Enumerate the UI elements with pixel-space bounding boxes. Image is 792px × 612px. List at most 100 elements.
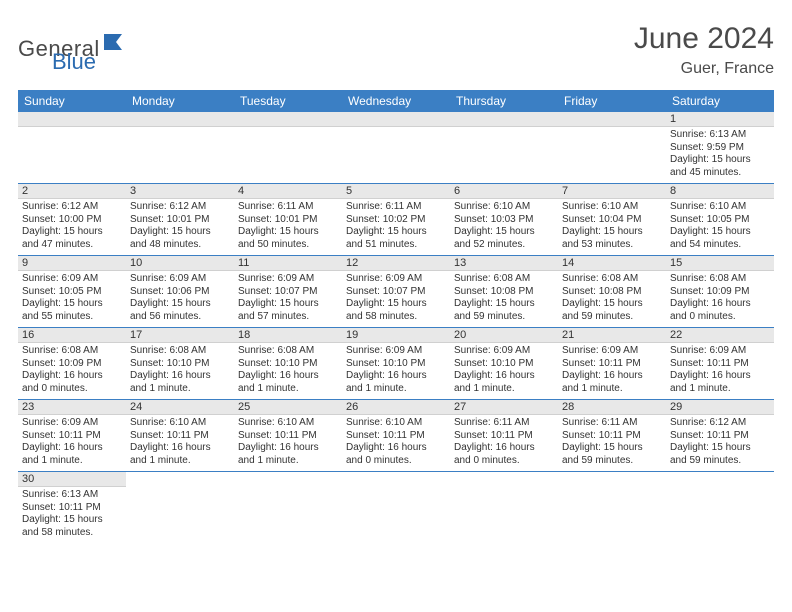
daylight-line: Daylight: 15 hours and 59 minutes. [670,442,770,467]
cell-content: Sunrise: 6:11 AMSunset: 10:11 PMDaylight… [558,415,666,471]
calendar-cell: 26Sunrise: 6:10 AMSunset: 10:11 PMDaylig… [342,400,450,472]
sunrise-line: Sunrise: 6:13 AM [22,489,122,502]
calendar-cell: 17 Sunrise: 6:08 AMSunset: 10:10 PMDaylig… [126,328,234,400]
daynum-bar: 19 [342,328,450,343]
daylight-line: Daylight: 15 hours and 58 minutes. [346,298,446,323]
title-block: June 2024 Guer, France [634,22,774,78]
sunset-line: Sunset: 10:09 PM [670,286,770,299]
sunrise-line: Sunrise: 6:08 AM [238,345,338,358]
day-header: Thursday [450,90,558,112]
daynum-bar: 13 [450,256,558,271]
cell-content: Sunrise: 6:09 AMSunset: 10:07 PMDaylight… [234,271,342,327]
daylight-line: Daylight: 16 hours and 1 minute. [130,370,230,395]
calendar-cell: 11Sunrise: 6:09 AMSunset: 10:07 PMDaylig… [234,256,342,328]
calendar-cell-empty [126,112,234,184]
calendar-cell: 18Sunrise: 6:08 AMSunset: 10:10 PMDaylig… [234,328,342,400]
calendar-cell: 7Sunrise: 6:10 AMSunset: 10:04 PMDayligh… [558,184,666,256]
day-header: Sunday [18,90,126,112]
daylight-line: Daylight: 16 hours and 1 minute. [238,442,338,467]
cell-content: Sunrise: 6:10 AMSunset: 10:05 PMDaylight… [666,199,774,255]
sunrise-line: Sunrise: 6:12 AM [670,417,770,430]
sunset-line: Sunset: 10:07 PM [238,286,338,299]
daynum-bar-empty [342,112,450,127]
sunrise-line: Sunrise: 6:09 AM [238,273,338,286]
brand-blue-line: Blue [52,49,96,75]
cell-content: Sunrise: 6:08 AMSunset: 10:09 PMDaylight… [666,271,774,327]
calendar-cell: 15Sunrise: 6:08 AMSunset: 10:09 PMDaylig… [666,256,774,328]
day-header: Saturday [666,90,774,112]
calendar-cell-empty [234,472,342,544]
calendar-cell: 21Sunrise: 6:09 AMSunset: 10:11 PMDaylig… [558,328,666,400]
calendar-cell: 10Sunrise: 6:09 AMSunset: 10:06 PMDaylig… [126,256,234,328]
calendar-cell: 9Sunrise: 6:09 AMSunset: 10:05 PMDayligh… [18,256,126,328]
calendar-cell: 2Sunrise: 6:12 AMSunset: 10:00 PMDayligh… [18,184,126,256]
sunrise-line: Sunrise: 6:09 AM [346,273,446,286]
daynum-bar: 24 [126,400,234,415]
sunrise-line: Sunrise: 6:11 AM [454,417,554,430]
cell-content: Sunrise: 6:11 AMSunset: 10:11 PMDaylight… [450,415,558,471]
cell-content: Sunrise: 6:10 AMSunset: 10:11 PMDaylight… [234,415,342,471]
daynum-bar-empty [234,112,342,127]
daynum-bar: 3 [126,184,234,199]
sunset-line: Sunset: 10:01 PM [130,214,230,227]
page-header: General June 2024 Guer, France [18,22,774,78]
daynum-bar: 12 [342,256,450,271]
daynum-bar-empty [18,112,126,127]
daylight-line: Daylight: 16 hours and 0 minutes. [670,298,770,323]
sunrise-line: Sunrise: 6:08 AM [670,273,770,286]
daynum-bar: 23 [18,400,126,415]
day-header: Friday [558,90,666,112]
sunset-line: Sunset: 10:10 PM [454,358,554,371]
daynum-bar: 16 [18,328,126,343]
calendar-table: SundayMondayTuesdayWednesdayThursdayFrid… [18,90,774,543]
daylight-line: Daylight: 15 hours and 48 minutes. [130,226,230,251]
cell-content: Sunrise: 6:13 AMSunset: 9:59 PMDaylight:… [666,127,774,183]
sunset-line: Sunset: 10:10 PM [346,358,446,371]
daylight-line: Daylight: 16 hours and 1 minute. [238,370,338,395]
sunrise-line: Sunrise: 6:09 AM [130,273,230,286]
cell-content: Sunrise: 6:12 AMSunset: 10:11 PMDaylight… [666,415,774,471]
calendar-cell-empty [450,112,558,184]
sunset-line: Sunset: 10:00 PM [22,214,122,227]
calendar-cell: 14Sunrise: 6:08 AMSunset: 10:08 PMDaylig… [558,256,666,328]
calendar-cell-empty [558,472,666,544]
daynum-bar: 15 [666,256,774,271]
daylight-line: Daylight: 15 hours and 59 minutes. [562,298,662,323]
sunset-line: Sunset: 10:01 PM [238,214,338,227]
calendar-cell-empty [342,472,450,544]
daylight-line: Daylight: 15 hours and 55 minutes. [22,298,122,323]
calendar-week: 16 Sunrise: 6:08 AM Sunset: 10:09 PM Daylig… [18,328,774,400]
sunset-line: Sunset: 10:06 PM [130,286,230,299]
sunset-line: Sunset: 10:09 PM [22,358,122,371]
calendar-cell-empty [450,472,558,544]
cell-content: Sunrise: 6:08 AMSunset: 10:10 PMDaylight… [234,343,342,399]
sunset-line: Sunset: 10:11 PM [562,430,662,443]
sunrise-line: Sunrise: 6:10 AM [130,417,230,430]
cell-content: Sunrise: 6:11 AMSunset: 10:02 PMDaylight… [342,199,450,255]
calendar-cell: 1Sunrise: 6:13 AMSunset: 9:59 PMDaylight… [666,112,774,184]
cell-content: Sunrise: 6:09 AMSunset: 10:05 PMDaylight… [18,271,126,327]
cell-content: Sunrise: 6:12 AMSunset: 10:01 PMDaylight… [126,199,234,255]
sunrise-line: Sunrise: 6:09 AM [346,345,446,358]
sunrise-line: Sunrise: 6:09 AM [562,345,662,358]
calendar-cell-empty [234,112,342,184]
calendar-cell: 27Sunrise: 6:11 AMSunset: 10:11 PMDaylig… [450,400,558,472]
daynum-bar: 17 [126,328,234,343]
sunrise-line: Sunrise: 6:08 AM [130,345,230,358]
sunrise-line: Sunrise: 6:10 AM [454,201,554,214]
sunset-line: Sunset: 10:11 PM [670,430,770,443]
sunset-line: Sunset: 10:03 PM [454,214,554,227]
daynum-bar: 14 [558,256,666,271]
sunset-line: Sunset: 10:10 PM [130,358,230,371]
calendar-body: 1Sunrise: 6:13 AMSunset: 9:59 PMDaylight… [18,112,774,543]
sunrise-line: Sunrise: 6:10 AM [346,417,446,430]
calendar-cell: 24Sunrise: 6:10 AMSunset: 10:11 PMDaylig… [126,400,234,472]
sunset-line: Sunset: 10:11 PM [22,502,122,515]
daynum-bar: 8 [666,184,774,199]
calendar-cell: 29Sunrise: 6:12 AMSunset: 10:11 PMDaylig… [666,400,774,472]
daylight-line: Daylight: 16 hours and 0 minutes. [454,442,554,467]
daylight-line: Daylight: 16 hours and 1 minute. [454,370,554,395]
calendar-cell: 30Sunrise: 6:13 AMSunset: 10:11 PMDaylig… [18,472,126,544]
month-title: June 2024 [634,22,774,56]
cell-content: Sunrise: 6:13 AMSunset: 10:11 PMDaylight… [18,487,126,543]
